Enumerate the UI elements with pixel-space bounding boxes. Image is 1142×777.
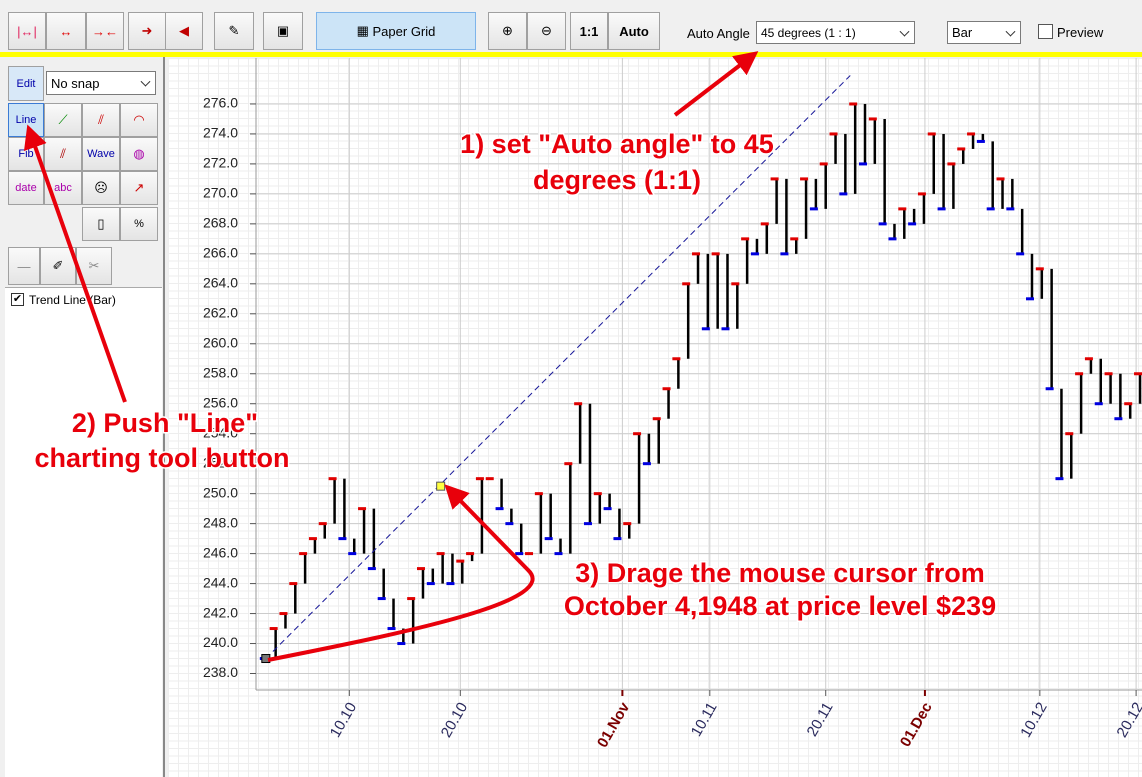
button-label: Line — [15, 114, 37, 126]
y-tick-label: 242.0 — [203, 604, 238, 620]
select-value: No snap — [51, 75, 100, 91]
auto-angle-label: Auto Angle — [687, 26, 750, 41]
left-button[interactable]: ◀ — [165, 12, 203, 50]
y-tick-label: 250.0 — [203, 484, 238, 500]
preview-label: Preview — [1057, 25, 1104, 40]
parallel-button[interactable]: ⫽ — [82, 103, 120, 137]
channel-button[interactable]: ⫽ — [44, 137, 82, 171]
snap-select[interactable]: No snap — [46, 71, 156, 95]
x-tick-label: 20.10 — [438, 699, 471, 740]
preview-checkbox[interactable] — [1038, 24, 1053, 39]
button-label: Wave — [87, 148, 115, 160]
measure-button[interactable]: |↔| — [8, 12, 46, 50]
y-tick-label: 256.0 — [203, 394, 238, 410]
pen-button[interactable]: ✎ — [214, 12, 254, 50]
select-value: Bar — [952, 25, 973, 40]
select-value: 45 degrees (1 : 1) — [761, 25, 856, 40]
edit-button[interactable]: Edit — [8, 66, 44, 101]
x-tick-label: 20.12 — [1114, 699, 1142, 740]
y-tick-label: 246.0 — [203, 544, 238, 560]
extend-button[interactable]: ↔ — [46, 12, 86, 50]
y-tick-label: 262.0 — [203, 305, 238, 321]
y-tick-label: 258.0 — [203, 364, 238, 380]
object-list: ✔ Trend Line (Bar) — [5, 287, 162, 777]
y-tick-label: 266.0 — [203, 245, 238, 261]
right-button[interactable]: ➜ — [128, 12, 166, 50]
shrink-button[interactable]: →← — [86, 12, 124, 50]
line-button[interactable]: Line — [8, 103, 44, 137]
trend-handle — [436, 481, 446, 491]
button-label: % — [134, 218, 144, 230]
face-button[interactable]: ☹ — [82, 171, 120, 205]
fan-button[interactable]: ⟋ — [44, 103, 82, 137]
y-tick-label: 276.0 — [203, 95, 238, 111]
x-tick-label: 01.Nov — [594, 699, 634, 751]
x-tick-label: 10.10 — [327, 699, 360, 740]
minus-button[interactable]: — — [8, 247, 40, 285]
y-tick-label: 260.0 — [203, 334, 238, 350]
paper-grid-button[interactable]: ▦ Paper Grid — [316, 12, 476, 50]
y-tick-label: 270.0 — [203, 185, 238, 201]
auto-angle-select[interactable]: 45 degrees (1 : 1) — [756, 21, 915, 44]
screen-button[interactable]: ▣ — [263, 12, 303, 50]
x-tick-label: 20.11 — [804, 699, 837, 739]
trend-start-handle — [261, 654, 271, 664]
erase-button[interactable]: ✂ — [76, 247, 112, 285]
pattern-button[interactable]: ◍ — [120, 137, 158, 171]
fib-button[interactable]: Fib — [8, 137, 44, 171]
button-label: Edit — [16, 77, 36, 90]
y-tick-label: 268.0 — [203, 215, 238, 231]
object-checkbox[interactable]: ✔ — [11, 293, 24, 306]
brush-button[interactable]: ✐ — [40, 247, 76, 285]
trend-line — [265, 75, 851, 659]
y-tick-label: 252.0 — [203, 454, 238, 470]
tool-panel: Edit No snap Line ⟋ ⫽ ◠ Fib ⫽ Wave ◍ dat… — [0, 57, 165, 777]
x-tick-label: 10.12 — [1017, 699, 1050, 740]
y-tick-label: 248.0 — [203, 514, 238, 530]
percent-button[interactable]: % — [120, 207, 158, 241]
button-label: date — [15, 182, 37, 194]
y-tick-label: 274.0 — [203, 125, 238, 141]
toolbar-separator — [0, 52, 1142, 57]
y-tick-label: 272.0 — [203, 155, 238, 171]
arrow-button[interactable]: ↗ — [120, 171, 158, 205]
button-label: 1:1 — [579, 23, 599, 39]
zoom-in-button[interactable]: ⊕ — [488, 12, 527, 50]
object-label[interactable]: Trend Line (Bar) — [29, 293, 116, 307]
arc-button[interactable]: ◠ — [120, 103, 158, 137]
wave-button[interactable]: Wave — [82, 137, 120, 171]
chart: 238.0 240.0 242.0 244.0 246.0 248.0 250.0 252.0… — [168, 58, 1142, 777]
y-tick-label: 244.0 — [203, 574, 238, 590]
chart-style-select[interactable]: Bar — [947, 21, 1021, 44]
date-button[interactable]: date — [8, 171, 44, 205]
toolbar: |↔| ↔ →← ➜ ◀ ✎ ▣ ▦ Paper Grid ⊕ ⊖ 1:1 Au… — [0, 0, 1142, 52]
x-tick-label: 10.11 — [688, 699, 721, 739]
button-label: Fib — [18, 148, 34, 160]
button-label: abc — [54, 182, 72, 194]
text-button[interactable]: abc — [44, 171, 82, 205]
y-tick-label: 254.0 — [203, 424, 238, 440]
zoom-out-button[interactable]: ⊖ — [527, 12, 566, 50]
y-tick-label: 264.0 — [203, 275, 238, 291]
auto-button[interactable]: Auto — [608, 12, 660, 50]
x-tick-label: 01.Dec — [897, 699, 936, 749]
calc-button[interactable]: ▯ — [82, 207, 120, 241]
y-tick-label: 238.0 — [203, 664, 238, 680]
y-tick-label: 240.0 — [203, 634, 238, 650]
button-label: Paper Grid — [372, 23, 436, 39]
button-label: Auto — [619, 23, 649, 39]
one-to-one-button[interactable]: 1:1 — [570, 12, 608, 50]
